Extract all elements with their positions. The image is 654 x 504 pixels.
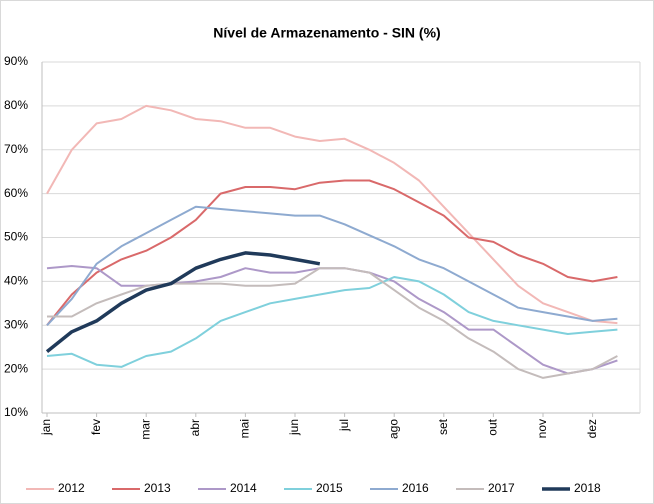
x-tick-label: abr (188, 419, 202, 436)
series-line (46, 205, 618, 326)
x-tick-label: fev (89, 419, 103, 435)
y-tick-label: 70% (4, 142, 28, 156)
legend-label: 2015 (316, 481, 343, 495)
legend-label: 2012 (58, 481, 85, 495)
x-tick-label: dez (585, 419, 599, 438)
x-tick-label: nov (535, 419, 549, 438)
legend-label: 2014 (230, 481, 257, 495)
y-tick-label: 20% (4, 361, 28, 375)
x-tick-label: out (486, 418, 500, 435)
series-line (46, 104, 618, 325)
y-tick-label: 90% (4, 54, 28, 68)
x-tick-label: jul (337, 419, 351, 432)
x-tick-label: jan (39, 419, 53, 436)
y-tick-label: 50% (4, 230, 28, 244)
series-line (46, 179, 618, 326)
series-line (46, 276, 618, 368)
x-tick-label: jun (287, 419, 301, 436)
x-tick-label: mai (238, 419, 252, 438)
chart-title: Nível de Armazenamento - SIN (%) (213, 25, 440, 41)
legend-label: 2013 (144, 481, 171, 495)
y-tick-label: 30% (4, 317, 28, 331)
y-tick-label: 60% (4, 186, 28, 200)
x-tick-label: mar (138, 419, 152, 440)
series-line (45, 251, 321, 353)
y-tick-label: 80% (4, 98, 28, 112)
series-line (47, 267, 618, 379)
y-tick-label: 40% (4, 274, 28, 288)
x-tick-label: set (436, 418, 450, 435)
legend-label: 2017 (488, 481, 515, 495)
legend-label: 2018 (574, 481, 601, 495)
x-tick-label: ago (386, 419, 400, 439)
y-tick-label: 10% (4, 405, 28, 419)
legend-label: 2016 (402, 481, 429, 495)
